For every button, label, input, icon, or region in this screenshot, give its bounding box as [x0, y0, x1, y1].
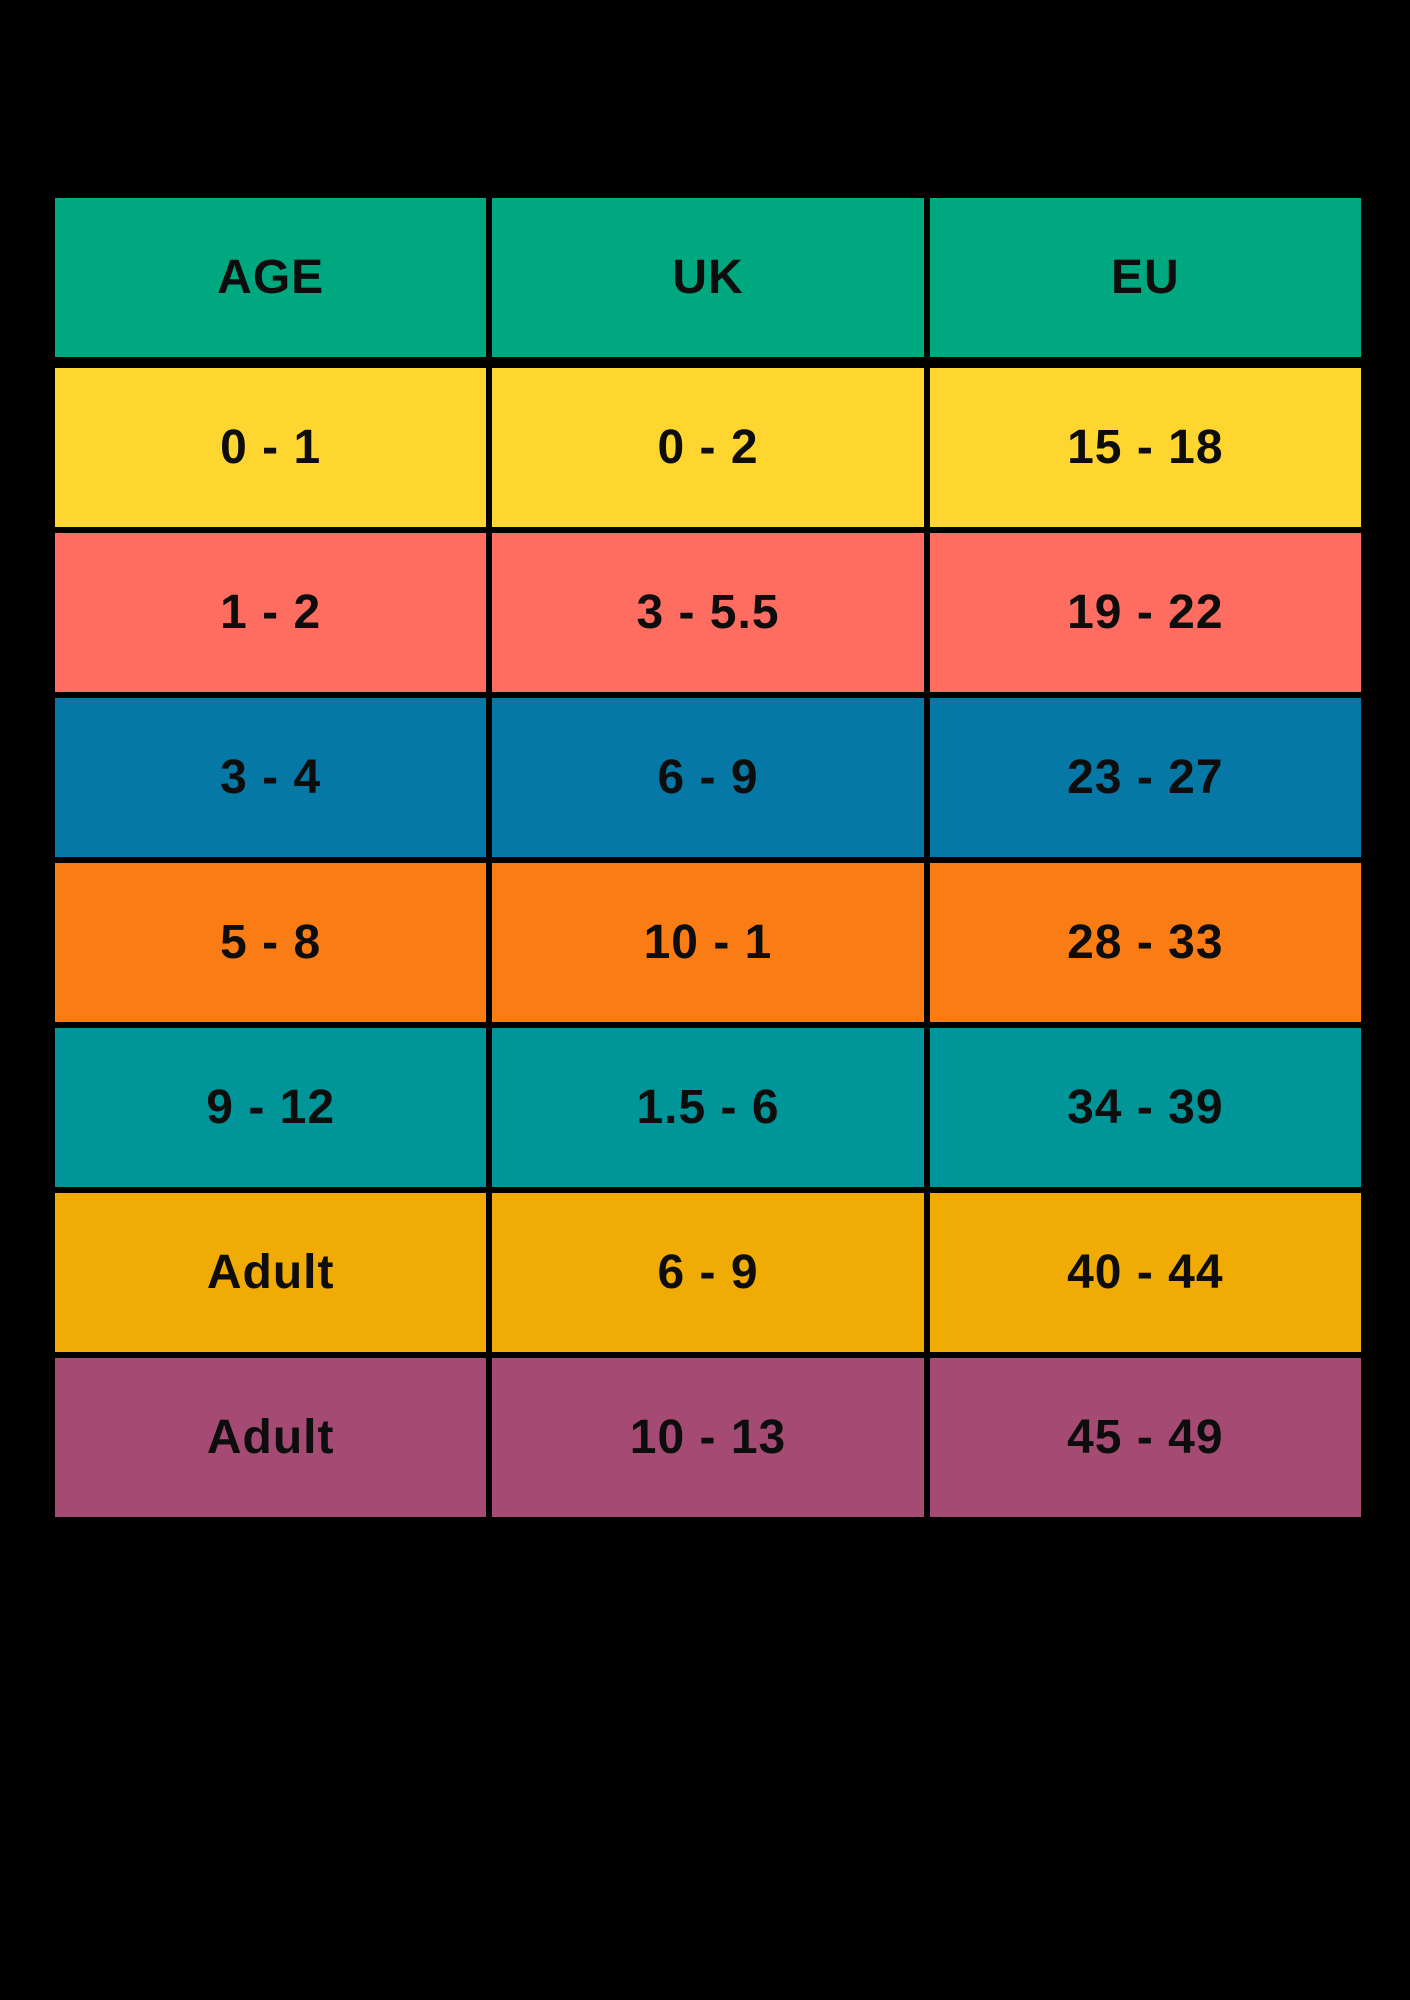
cell-row3-uk: 6 - 9 — [492, 698, 924, 857]
cell-row7-eu: 45 - 49 — [929, 1358, 1361, 1517]
cell-row6-age: Adult — [55, 1193, 487, 1352]
cell-row3-age: 3 - 4 — [55, 698, 487, 857]
cell-row2-age: 1 - 2 — [55, 533, 487, 692]
cell-row1-uk: 0 - 2 — [492, 368, 924, 527]
cell-row7-uk: 10 - 13 — [492, 1358, 924, 1517]
cell-row5-uk: 1.5 - 6 — [492, 1028, 924, 1187]
cell-row4-age: 5 - 8 — [55, 863, 487, 1022]
cell-row6-eu: 40 - 44 — [929, 1193, 1361, 1352]
header-cell-eu: EU — [929, 198, 1361, 357]
size-conversion-table: AGE UK EU 0 - 1 0 - 2 15 - 18 1 - 2 3 - … — [55, 198, 1361, 1517]
cell-row4-uk: 10 - 1 — [492, 863, 924, 1022]
table-body: 0 - 1 0 - 2 15 - 18 1 - 2 3 - 5.5 19 - 2… — [55, 368, 1361, 1517]
cell-row6-uk: 6 - 9 — [492, 1193, 924, 1352]
cell-row2-eu: 19 - 22 — [929, 533, 1361, 692]
header-cell-uk: UK — [492, 198, 924, 357]
cell-row1-eu: 15 - 18 — [929, 368, 1361, 527]
header-cell-age: AGE — [55, 198, 487, 357]
cell-row4-eu: 28 - 33 — [929, 863, 1361, 1022]
cell-row3-eu: 23 - 27 — [929, 698, 1361, 857]
cell-row7-age: Adult — [55, 1358, 487, 1517]
cell-row2-uk: 3 - 5.5 — [492, 533, 924, 692]
cell-row5-age: 9 - 12 — [55, 1028, 487, 1187]
table-header-row: AGE UK EU — [55, 198, 1361, 357]
cell-row1-age: 0 - 1 — [55, 368, 487, 527]
cell-row5-eu: 34 - 39 — [929, 1028, 1361, 1187]
